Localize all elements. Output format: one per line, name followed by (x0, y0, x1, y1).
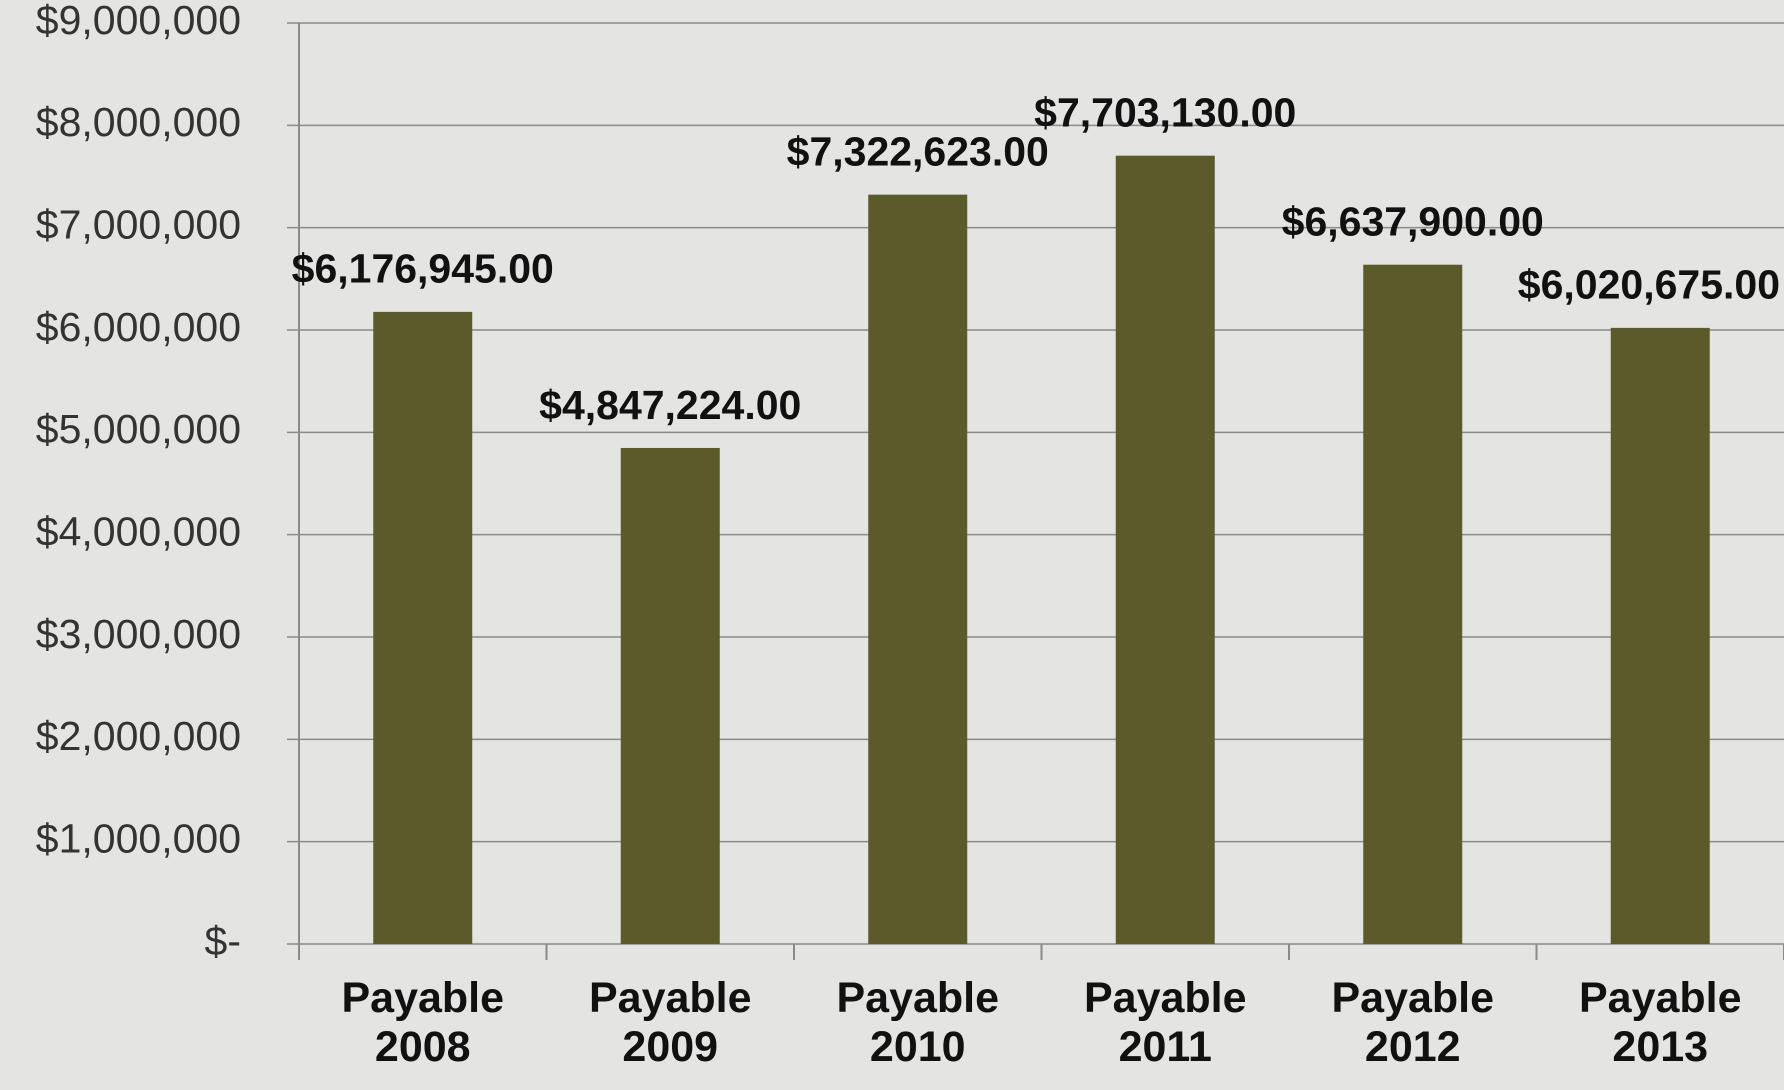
y-tick-label: $9,000,000 (36, 0, 241, 43)
data-label: $6,020,675.00 (1518, 262, 1780, 308)
x-tick-label-box: Payable 2012 (1331, 974, 1495, 1072)
x-tick-label: Payable 2012 (1331, 974, 1495, 1072)
y-tick-label: $5,000,000 (36, 406, 241, 452)
y-tick-label: $3,000,000 (36, 611, 241, 657)
x-tick-label-box: Payable 2011 (1083, 974, 1247, 1072)
data-label: $7,322,623.00 (787, 128, 1049, 174)
bar (620, 447, 720, 944)
y-tick-label: $1,000,000 (36, 815, 241, 861)
bar (373, 311, 473, 944)
y-tick-label: $8,000,000 (36, 99, 241, 145)
data-label: $4,847,224.00 (539, 382, 801, 428)
data-label: $6,637,900.00 (1282, 199, 1544, 245)
x-tick-label-box: Payable 2008 (341, 974, 505, 1072)
bar (1115, 155, 1215, 945)
bar (1610, 327, 1710, 944)
bar (1363, 264, 1463, 944)
y-tick-label: $2,000,000 (36, 713, 241, 759)
data-label: $7,703,130.00 (1034, 90, 1296, 136)
y-tick-label: $- (205, 918, 241, 964)
y-tick-label: $4,000,000 (36, 508, 241, 554)
x-tick-label: Payable 2013 (1578, 974, 1742, 1072)
x-tick-label: Payable 2011 (1083, 974, 1247, 1072)
x-tick-label-box: Payable 2010 (836, 974, 1000, 1072)
y-tick-label: $7,000,000 (36, 201, 241, 247)
x-tick-label-box: Payable 2009 (588, 974, 752, 1072)
x-tick-label-box: Payable 2013 (1578, 974, 1742, 1072)
data-label: $6,176,945.00 (292, 246, 554, 292)
x-tick-label: Payable 2008 (341, 974, 505, 1072)
x-tick-label: Payable 2010 (836, 974, 1000, 1072)
bar (868, 194, 968, 944)
y-tick-label: $6,000,000 (36, 304, 241, 350)
x-tick-label: Payable 2009 (588, 974, 752, 1072)
